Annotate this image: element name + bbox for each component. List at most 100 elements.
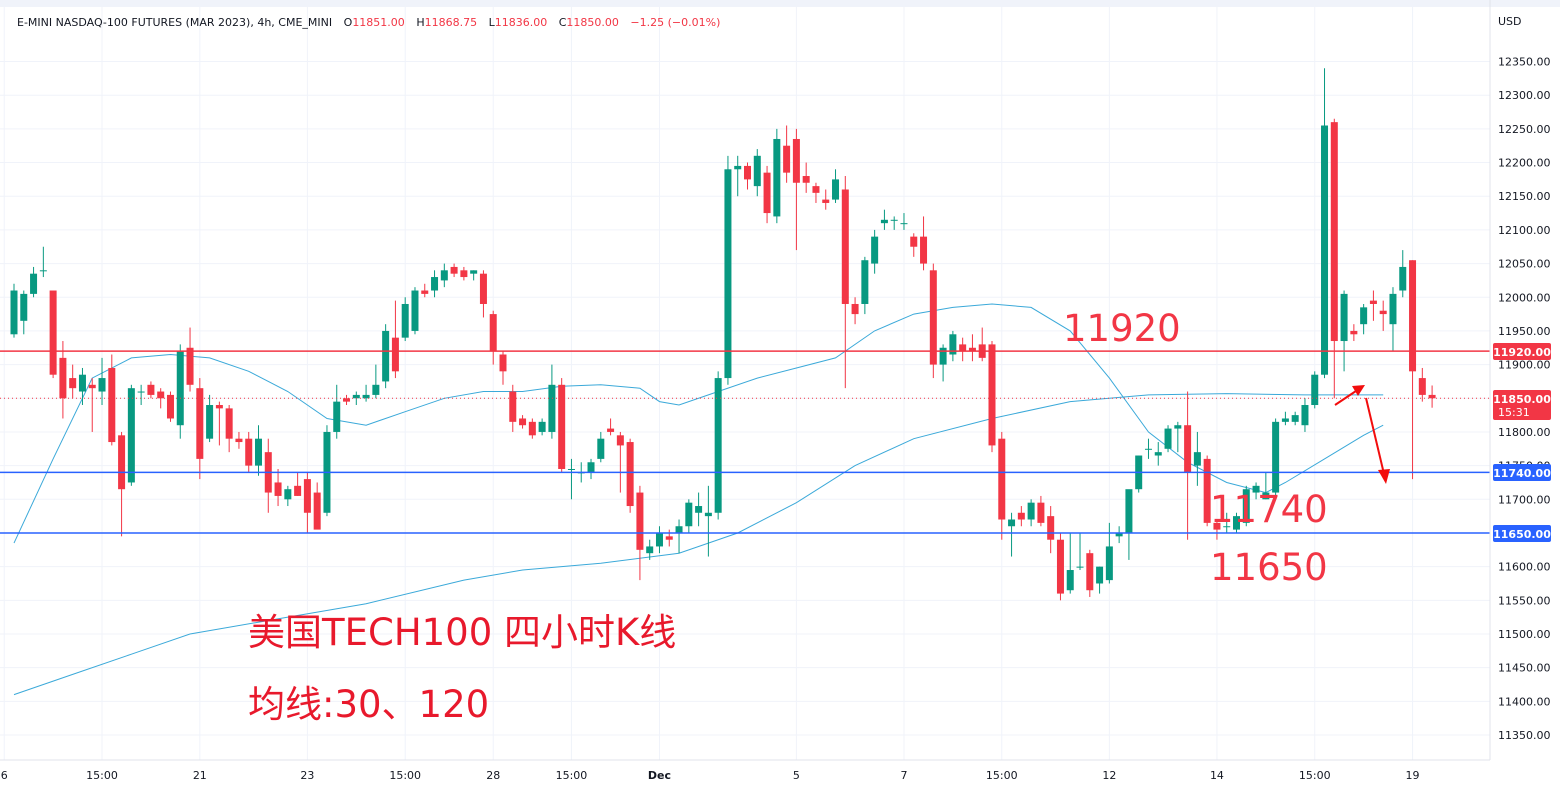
- arrow-up: [1334, 385, 1365, 406]
- candle: [968, 334, 976, 362]
- candle-body: [567, 468, 575, 470]
- candle-body: [245, 438, 253, 466]
- candle-body: [333, 401, 341, 432]
- candle: [499, 351, 507, 385]
- candle: [880, 209, 888, 230]
- time-axis[interactable]: 6 15:00 21 23 15:00 28 15:00 Dec 5 7 15:00 12 14 15:0…: [1, 769, 1420, 782]
- candle-body: [900, 223, 908, 225]
- chart-annotation-title: 美国TECH100 四小时K线: [248, 611, 676, 654]
- arrow-up-shaft: [1334, 390, 1357, 406]
- candle: [88, 378, 96, 432]
- arrow-up-head: [1352, 385, 1365, 396]
- candle: [558, 378, 566, 473]
- candle-body: [509, 391, 517, 422]
- candle: [949, 330, 957, 362]
- candle: [1399, 250, 1407, 298]
- candle: [39, 246, 47, 278]
- candle-body: [294, 485, 302, 496]
- candle: [30, 266, 38, 298]
- candle-body: [30, 273, 38, 294]
- candle: [567, 458, 575, 500]
- price-axis[interactable]: 11350.00 11400.00 11450.00 11500.00 11550.00…: [1498, 56, 1551, 743]
- candle: [871, 229, 879, 274]
- candle-body: [450, 266, 458, 274]
- tag-support-2: 11650.00: [1493, 525, 1551, 542]
- candle-body: [1272, 421, 1280, 493]
- candle: [1311, 371, 1319, 409]
- candle: [245, 431, 253, 473]
- ma-30-line: [13, 303, 1384, 544]
- candle-body: [147, 384, 155, 395]
- candle: [391, 300, 399, 379]
- tag-support-1-bg: [1493, 464, 1551, 481]
- candle: [998, 431, 1006, 540]
- candle-body: [1213, 522, 1221, 530]
- candle: [196, 378, 204, 480]
- candle: [284, 485, 292, 507]
- candle-body: [1281, 418, 1289, 422]
- candle-body: [421, 290, 429, 294]
- candle-body: [685, 502, 693, 527]
- y-tick-label: 12150.00: [1498, 190, 1551, 203]
- candle-body: [255, 438, 262, 466]
- candle: [1193, 431, 1201, 486]
- candle-body: [88, 384, 96, 389]
- y-tick-label: 12000.00: [1498, 291, 1551, 304]
- candle-body: [460, 270, 468, 278]
- candle-body: [1086, 553, 1094, 591]
- y-tick-label: 11350.00: [1498, 729, 1551, 742]
- candle-body: [1105, 546, 1113, 581]
- candle: [450, 263, 458, 278]
- candle-body: [1164, 428, 1172, 449]
- x-tick-label: Dec: [648, 769, 671, 782]
- candle-body: [665, 536, 673, 540]
- tag-resistance: 11920.00: [1493, 343, 1551, 360]
- symbol-name: E-MINI NASDAQ-100 FUTURES (MAR 2023), 4h…: [17, 16, 332, 29]
- candle: [147, 381, 155, 399]
- candle-body: [1321, 125, 1329, 375]
- candle: [1272, 418, 1280, 496]
- candle: [215, 401, 223, 446]
- candle: [1428, 385, 1436, 408]
- candle-body: [538, 421, 546, 432]
- candle-body: [998, 438, 1006, 520]
- candle: [255, 425, 262, 476]
- candle: [519, 415, 527, 429]
- candle-body: [127, 388, 135, 483]
- candle: [1086, 549, 1094, 597]
- y-tick-label: 11950.00: [1498, 325, 1551, 338]
- candle-body: [1154, 452, 1162, 456]
- candle: [49, 290, 57, 379]
- candle-body: [118, 435, 126, 490]
- candle-body: [411, 290, 419, 331]
- candle-body: [773, 138, 781, 217]
- x-tick-label: 15:00: [389, 769, 421, 782]
- candle: [127, 384, 135, 486]
- candle: [910, 233, 918, 257]
- candle: [1418, 367, 1426, 402]
- candle-body: [352, 394, 360, 399]
- candle: [118, 431, 126, 537]
- candle-body: [704, 512, 712, 517]
- candle-body: [792, 138, 800, 183]
- x-tick-label: 12: [1102, 769, 1116, 782]
- candle: [69, 364, 77, 399]
- candle: [1056, 532, 1064, 601]
- candle-body: [284, 489, 292, 500]
- candle-body: [206, 405, 214, 439]
- candle-body: [215, 405, 223, 409]
- candle-body: [235, 438, 243, 443]
- x-tick-label: 15:00: [86, 769, 118, 782]
- candle: [470, 270, 478, 281]
- candle-body: [626, 442, 634, 507]
- candle-body: [636, 492, 644, 550]
- candle: [1379, 300, 1387, 331]
- candle-body: [646, 546, 654, 554]
- candle-body: [362, 394, 370, 399]
- candle-body: [372, 384, 380, 395]
- candle-body: [1252, 485, 1260, 493]
- candle-body: [587, 462, 595, 473]
